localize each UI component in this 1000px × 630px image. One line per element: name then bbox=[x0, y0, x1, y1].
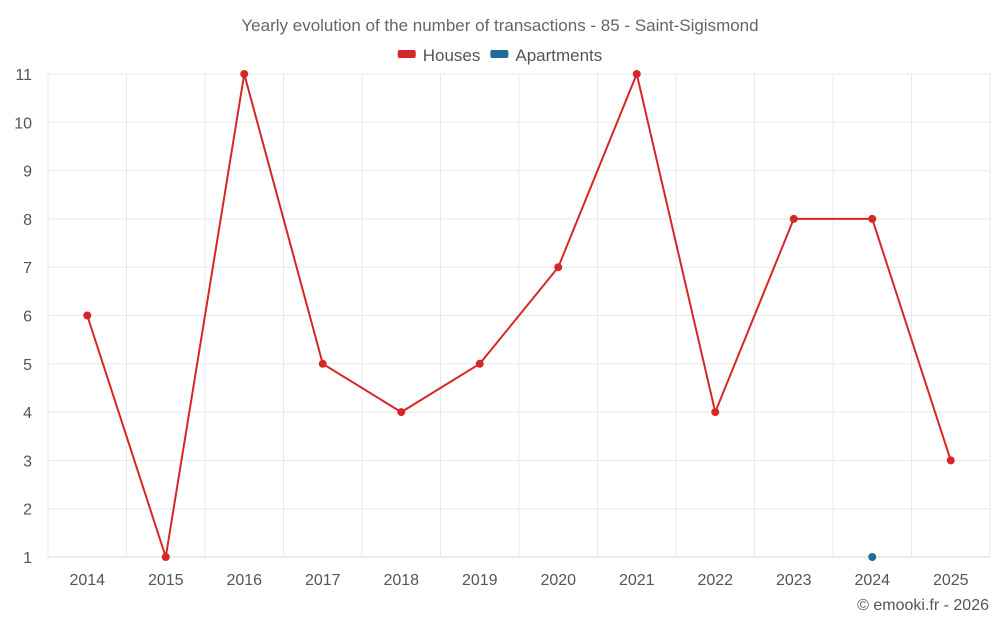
y-tick-label: 11 bbox=[15, 67, 32, 84]
y-tick-label: 4 bbox=[23, 405, 32, 422]
data-point-houses-2021[interactable] bbox=[632, 70, 641, 78]
data-point-houses-2016[interactable] bbox=[240, 70, 249, 78]
y-tick-label: 9 bbox=[23, 164, 32, 181]
x-tick-label: 2020 bbox=[540, 572, 576, 589]
legend-item-houses[interactable]: Houses bbox=[397, 46, 481, 65]
data-point-houses-2024[interactable] bbox=[868, 214, 877, 223]
legend: Houses Apartments bbox=[397, 46, 602, 65]
y-tick-label: 1 bbox=[23, 550, 32, 567]
data-point-houses-2022[interactable] bbox=[711, 408, 720, 417]
footer-credit: © emooki.fr - 2026 bbox=[857, 597, 989, 614]
data-point-houses-2019[interactable] bbox=[475, 359, 484, 368]
legend-label-houses: Houses bbox=[423, 46, 481, 65]
y-tick-label: 8 bbox=[23, 212, 32, 229]
y-tick-label: 6 bbox=[23, 309, 32, 326]
x-tick-label: 2025 bbox=[933, 572, 969, 589]
data-point-apartments-2024[interactable] bbox=[868, 553, 877, 561]
y-tick-label: 5 bbox=[23, 357, 32, 374]
x-tick-label: 2014 bbox=[69, 572, 105, 589]
data-point-houses-2015[interactable] bbox=[161, 553, 170, 561]
x-tick-label: 2022 bbox=[697, 572, 733, 589]
y-tick-label: 3 bbox=[23, 453, 32, 470]
x-tick-label: 2021 bbox=[619, 572, 655, 589]
legend-swatch-apartments bbox=[490, 50, 509, 58]
x-tick-label: 2024 bbox=[854, 572, 890, 589]
legend-item-apartments[interactable]: Apartments bbox=[490, 46, 602, 65]
x-tick-label: 2018 bbox=[383, 572, 419, 589]
y-tick-label: 7 bbox=[23, 260, 32, 277]
series-layer bbox=[83, 70, 955, 561]
series-line-houses bbox=[86, 73, 952, 558]
series-apartments bbox=[868, 553, 877, 561]
data-point-houses-2017[interactable] bbox=[318, 359, 327, 368]
y-tick-label: 2 bbox=[23, 502, 32, 519]
x-axis: 2014 2015 2016 2017 2018 2019 2020 2021 2022 2023… bbox=[69, 572, 968, 589]
x-tick-label: 2017 bbox=[305, 572, 341, 589]
data-point-houses-2023[interactable] bbox=[789, 214, 798, 223]
data-point-houses-2014[interactable] bbox=[83, 311, 92, 320]
x-tick-label: 2019 bbox=[462, 572, 498, 589]
y-axis: 1 2 3 4 5 6 7 8 9 10 11 bbox=[14, 67, 32, 567]
x-tick-label: 2015 bbox=[148, 572, 184, 589]
y-tick-label: 10 bbox=[14, 115, 32, 132]
x-tick-label: 2023 bbox=[776, 572, 812, 589]
legend-swatch-houses bbox=[397, 50, 416, 58]
chart-title: Yearly evolution of the number of transa… bbox=[241, 16, 758, 35]
x-tick-label: 2016 bbox=[226, 572, 262, 589]
data-point-houses-2018[interactable] bbox=[397, 408, 406, 417]
data-point-houses-2025[interactable] bbox=[946, 456, 955, 465]
series-houses bbox=[83, 70, 955, 561]
data-point-houses-2020[interactable] bbox=[554, 263, 563, 272]
legend-label-apartments: Apartments bbox=[515, 46, 602, 65]
